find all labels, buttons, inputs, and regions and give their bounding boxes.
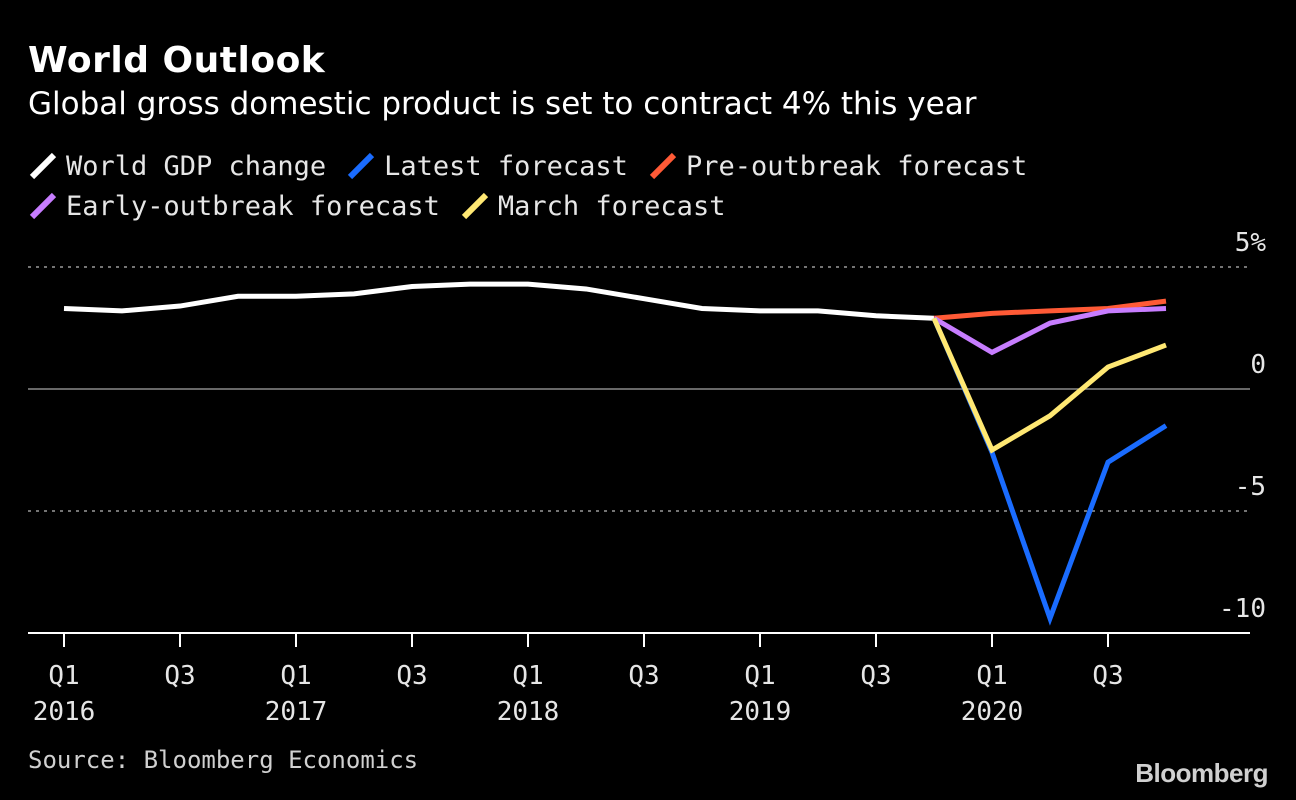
y-tick-label: -10 bbox=[1219, 594, 1266, 624]
x-tick-label: Q3 bbox=[860, 661, 891, 691]
legend-item-pre-outbreak-forecast: Pre-outbreak forecast bbox=[648, 148, 1027, 184]
x-tick-year-label: 2019 bbox=[729, 697, 792, 727]
x-tick-year-label: 2018 bbox=[497, 697, 560, 727]
legend-label-latest-forecast: Latest forecast bbox=[384, 150, 628, 182]
legend-label-world-gdp: World GDP change bbox=[66, 150, 327, 182]
series-line-latest-forecast bbox=[931, 317, 1168, 626]
x-tick-label: Q3 bbox=[628, 661, 659, 691]
y-tick-label: 0 bbox=[1250, 350, 1266, 380]
x-tick-year-label: 2016 bbox=[33, 697, 96, 727]
y-tick-label: -5 bbox=[1235, 472, 1266, 502]
legend-swatch-latest-forecast bbox=[347, 152, 375, 180]
legend-label-early-outbreak-forecast: Early-outbreak forecast bbox=[66, 190, 440, 222]
x-tick-label: Q1 bbox=[512, 661, 543, 691]
legend-swatch-march-forecast bbox=[461, 192, 488, 220]
legend-item-latest-forecast: Latest forecast bbox=[346, 148, 628, 184]
chart-subtitle: Global gross domestic product is set to … bbox=[28, 86, 977, 122]
x-tick-label: Q1 bbox=[280, 661, 311, 691]
x-tick-label: Q1 bbox=[976, 661, 1007, 691]
x-tick-label: Q1 bbox=[744, 661, 775, 691]
bloomberg-logo: Bloomberg bbox=[1135, 758, 1268, 788]
legend-swatch-pre-outbreak-forecast bbox=[649, 152, 677, 180]
series-line-early-outbreak-forecast bbox=[932, 305, 1167, 356]
legend: World GDP change Latest forecast Pre-out… bbox=[28, 148, 1128, 224]
chart-title: World Outlook bbox=[28, 40, 326, 81]
legend-label-pre-outbreak-forecast: Pre-outbreak forecast bbox=[685, 150, 1028, 182]
x-tick-year-label: 2017 bbox=[265, 697, 328, 727]
y-axis: 5% 0 -5 -10 bbox=[1219, 228, 1266, 624]
legend-swatch-world-gdp bbox=[29, 152, 57, 180]
x-tick-label: Q3 bbox=[164, 661, 195, 691]
x-axis: Q1 2016 Q3 Q1 2017 Q3 Q1 2018 Q3 Q1 2019 Q3 Q1 2020 Q3 bbox=[33, 633, 1124, 727]
x-tick-label: Q3 bbox=[396, 661, 427, 691]
grid-layer bbox=[28, 266, 1250, 634]
series-line-march-forecast bbox=[931, 317, 1167, 454]
x-tick-label: Q3 bbox=[1092, 661, 1123, 691]
series-layer bbox=[63, 281, 1168, 626]
source-note: Source: Bloomberg Economics bbox=[28, 746, 419, 774]
series-line-pre-outbreak-forecast bbox=[933, 298, 1167, 321]
series-line-world-gdp-change bbox=[63, 281, 935, 321]
legend-item-march-forecast: March forecast bbox=[460, 188, 726, 224]
x-tick-label: Q1 bbox=[48, 661, 79, 691]
legend-swatch-early-outbreak-forecast bbox=[29, 192, 57, 220]
legend-item-world-gdp: World GDP change bbox=[28, 148, 326, 184]
x-tick-year-label: 2020 bbox=[961, 697, 1024, 727]
legend-item-early-outbreak-forecast: Early-outbreak forecast bbox=[28, 188, 440, 224]
y-tick-label: 5% bbox=[1235, 228, 1267, 258]
legend-label-march-forecast: March forecast bbox=[497, 190, 726, 222]
